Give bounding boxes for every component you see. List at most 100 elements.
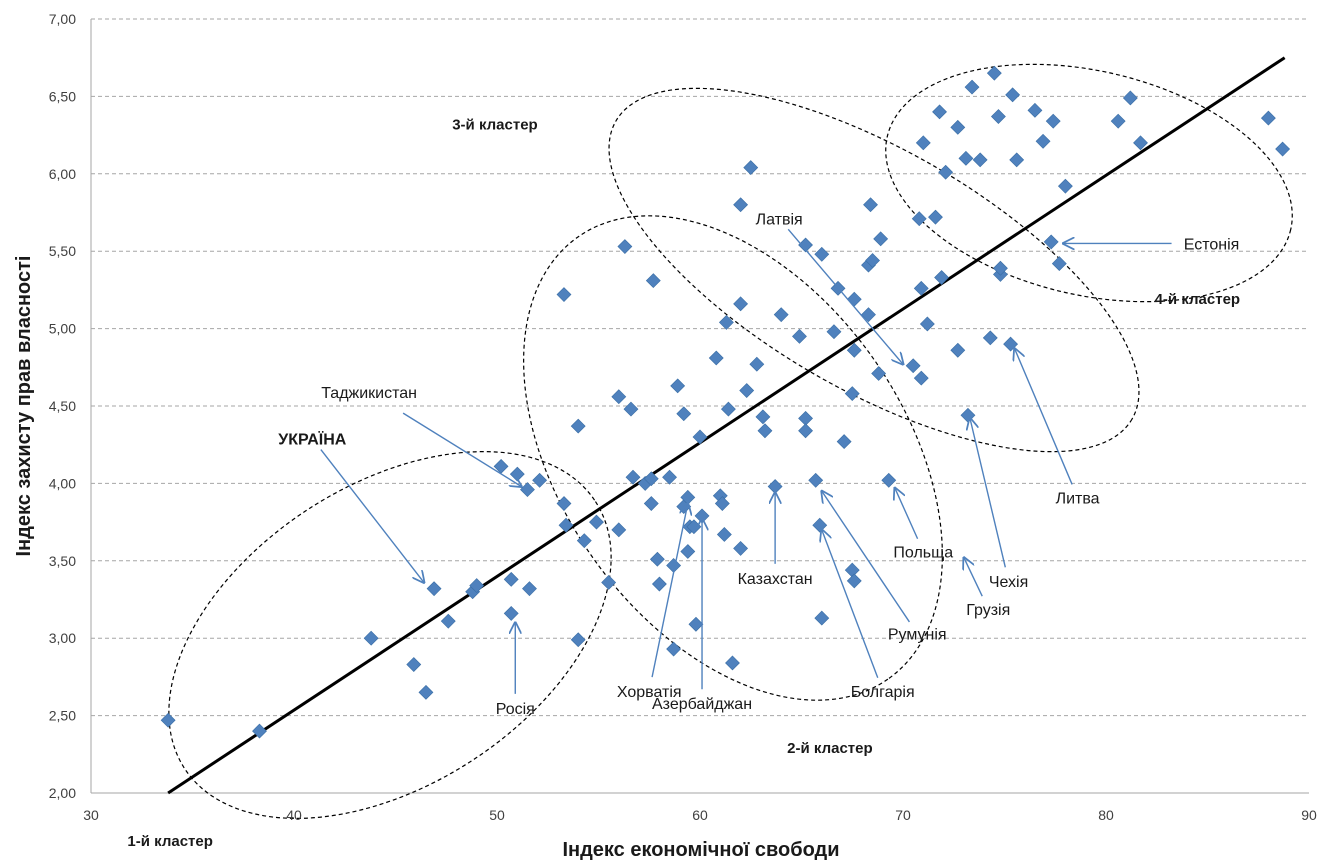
annotation-arrow — [964, 558, 983, 597]
annotation-label: УКРАЇНА — [278, 431, 347, 449]
cluster-label: 4-й кластер — [1155, 291, 1240, 308]
data-point — [773, 307, 789, 323]
data-point — [558, 517, 574, 533]
data-point — [911, 211, 927, 227]
data-point — [1122, 90, 1138, 106]
data-point — [676, 406, 692, 422]
data-point — [532, 472, 548, 488]
data-point — [958, 150, 974, 166]
data-point — [814, 246, 830, 262]
data-point — [1133, 135, 1148, 151]
data-point — [913, 280, 929, 296]
annotation-arrow — [651, 504, 688, 678]
data-point — [570, 632, 586, 648]
data-point — [905, 358, 921, 374]
data-point — [913, 370, 929, 386]
data-point — [160, 712, 176, 728]
annotation-arrow — [895, 488, 919, 540]
data-point — [520, 482, 535, 498]
annotation-arrow — [1015, 349, 1073, 485]
data-point — [846, 342, 862, 358]
data-point — [986, 65, 1002, 81]
y-tick-label: 5,00 — [49, 321, 76, 337]
data-point — [601, 575, 617, 590]
y-tick-label: 3,00 — [49, 630, 76, 646]
data-point — [1009, 152, 1025, 168]
annotation-label: Хорватія — [617, 684, 682, 701]
data-point — [503, 571, 519, 587]
y-tick-label: 7,00 — [49, 11, 76, 27]
data-point — [844, 386, 860, 402]
data-point — [503, 606, 519, 621]
x-tick-label: 50 — [489, 807, 505, 823]
data-point — [649, 551, 665, 567]
cluster-label: 2-й кластер — [787, 740, 872, 757]
data-point — [863, 197, 878, 213]
y-tick-label: 3,50 — [49, 553, 76, 569]
x-tick-labels: 30 40 50 60 70 80 90 — [83, 807, 1317, 823]
data-point — [846, 291, 862, 307]
annotation-label: Латвія — [756, 212, 803, 229]
annotation-label: Литва — [1056, 490, 1100, 507]
annotation-label: Естонія — [1184, 236, 1240, 253]
annotation-label: Грузія — [966, 602, 1010, 619]
data-point — [960, 407, 976, 423]
data-point — [836, 434, 852, 450]
cluster-1-ellipse — [168, 451, 612, 819]
data-point — [733, 296, 749, 312]
data-point — [990, 109, 1006, 124]
data-point — [1051, 256, 1067, 272]
data-point — [570, 418, 586, 434]
data-point — [928, 209, 943, 225]
data-point — [733, 197, 749, 213]
data-point — [798, 423, 813, 439]
data-point — [1275, 141, 1291, 157]
data-point — [932, 104, 947, 120]
data-point — [662, 469, 677, 485]
data-point — [1045, 113, 1061, 129]
cluster-3-ellipse — [608, 87, 1140, 453]
data-point — [643, 471, 659, 487]
data-point — [623, 401, 639, 417]
data-point — [714, 496, 730, 511]
data-point — [556, 496, 572, 511]
x-tick-label: 90 — [1301, 807, 1317, 823]
y-axis-label: Індекс захисту прав власності — [13, 256, 35, 557]
data-point — [617, 239, 633, 254]
data-point — [1005, 87, 1021, 103]
annotation-label: Чехія — [989, 574, 1028, 591]
data-point — [950, 119, 966, 135]
data-point — [1035, 133, 1051, 149]
data-point — [792, 328, 807, 344]
data-point — [725, 655, 740, 671]
data-point — [440, 613, 456, 629]
gridlines — [90, 18, 1309, 794]
data-point — [666, 641, 682, 657]
data-point — [688, 616, 704, 632]
annotation-label: Таджикистан — [321, 385, 417, 402]
data-point — [716, 527, 732, 542]
y-tick-label: 5,50 — [49, 243, 76, 259]
annotations: Естонія Латвія Литва Чехія Польща Грузія Румун… — [278, 212, 1239, 718]
data-point — [844, 562, 860, 578]
data-point — [757, 423, 773, 439]
annotation-arrow — [320, 449, 424, 583]
annotation-label: Румунія — [888, 627, 947, 644]
data-point — [718, 314, 734, 330]
data-point — [509, 466, 525, 482]
annotation-label: Казахстан — [738, 571, 813, 588]
annotation-label: Росія — [496, 701, 535, 718]
y-tick-label: 6,00 — [49, 166, 76, 182]
data-point — [812, 517, 828, 533]
data-point — [934, 270, 949, 285]
data-point — [589, 514, 604, 530]
data-point — [426, 581, 442, 597]
annotation-arrow — [402, 412, 521, 486]
data-point — [670, 378, 686, 394]
data-point — [625, 469, 641, 485]
data-point — [808, 472, 824, 488]
trend-line — [167, 56, 1286, 795]
annotation-label: Азербайджан — [652, 696, 752, 713]
x-axis-label: Індекс економічної свободи — [562, 839, 839, 861]
